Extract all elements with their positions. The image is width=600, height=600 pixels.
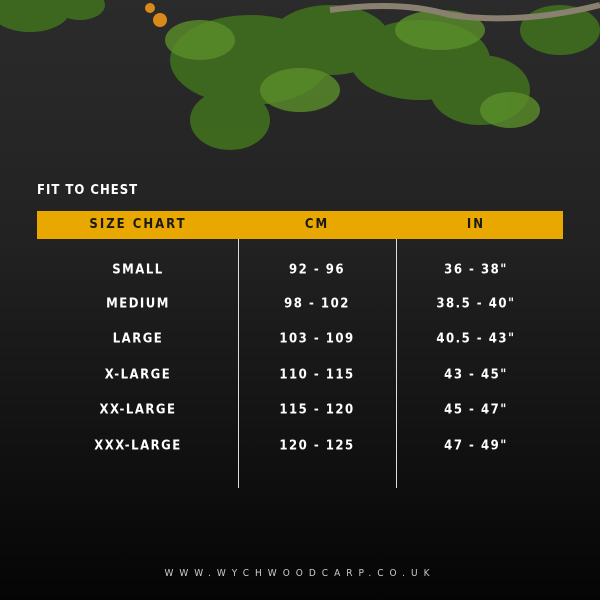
column-divider [238,239,239,488]
table-cell-size: SMALL [112,262,164,278]
table-cell-size: XX-LARGE [99,402,177,418]
section-title: FIT TO CHEST [37,183,139,198]
table-cell-in: 45 - 47" [444,402,508,418]
table-cell-size: MEDIUM [106,296,170,312]
table-cell-in: 36 - 38" [444,262,508,278]
table-cell-cm: 120 - 125 [279,438,355,454]
header-in: IN [466,217,486,232]
tree-foliage-image [0,0,600,150]
table-cell-in: 38.5 - 40" [436,296,516,312]
table-cell-cm: 92 - 96 [288,262,346,278]
table-cell-size: XXX-LARGE [94,438,182,454]
column-divider [396,239,397,488]
table-cell-in: 40.5 - 43" [436,331,516,347]
table-cell-in: 43 - 45" [444,367,508,383]
website-url: WWW.WYCHWOODCARP.CO.UK [164,568,436,579]
table-cell-cm: 110 - 115 [279,367,355,383]
table-cell-cm: 98 - 102 [284,296,350,312]
table-cell-cm: 103 - 109 [279,331,355,347]
header-size-chart: SIZE CHART [89,217,187,232]
table-cell-in: 47 - 49" [444,438,508,454]
table-cell-size: X-LARGE [104,367,172,383]
table-cell-size: LARGE [112,331,164,347]
header-cm: CM [304,217,330,232]
table-cell-cm: 115 - 120 [279,402,355,418]
table-header: SIZE CHART CM IN [37,211,563,239]
